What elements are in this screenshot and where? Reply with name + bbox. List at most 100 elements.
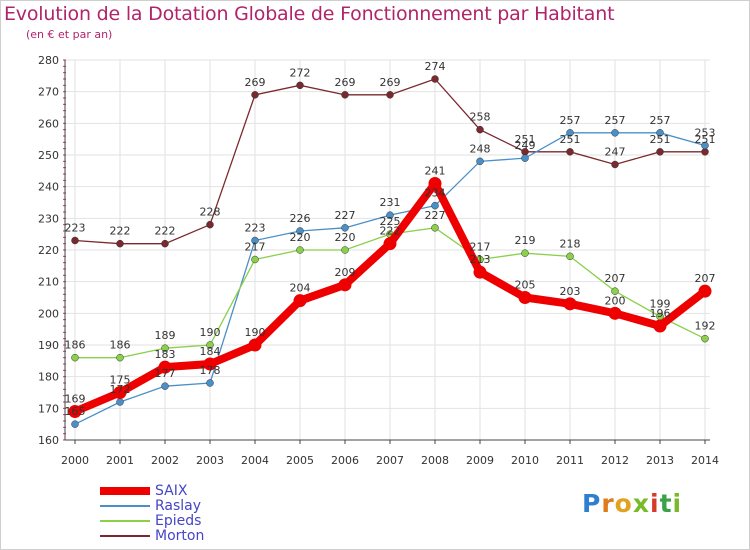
data-label-epieds: 218 [560, 237, 581, 250]
data-point-raslay [116, 398, 124, 406]
data-point-saix [383, 237, 397, 251]
data-label-raslay: 223 [245, 222, 266, 235]
data-label-raslay: 231 [380, 196, 401, 209]
data-label-raslay: 257 [650, 114, 671, 127]
data-label-morton: 222 [110, 225, 131, 238]
data-point-epieds [566, 252, 574, 261]
data-point-epieds [71, 353, 79, 362]
data-point-morton [386, 91, 394, 99]
data-label-morton: 258 [470, 111, 491, 124]
data-point-saix [608, 306, 622, 320]
data-label-morton: 269 [245, 76, 266, 89]
data-point-morton [71, 236, 79, 245]
y-tick-label: 210 [38, 276, 59, 289]
data-label-saix: 213 [470, 253, 491, 266]
data-point-morton [161, 239, 169, 248]
legend-item-raslay: Raslay [100, 498, 300, 514]
data-label-morton: 251 [560, 133, 581, 146]
data-point-morton [296, 81, 304, 90]
data-label-saix: 209 [335, 266, 356, 279]
data-point-epieds [161, 344, 169, 352]
data-point-morton [566, 148, 574, 156]
data-point-epieds [206, 341, 214, 349]
axes: 160 170 180 190 200 210 220 230 240 250 260 270 280 2… [38, 54, 719, 467]
data-label-epieds: 227 [425, 209, 446, 222]
x-tick-label: 2010 [511, 454, 539, 467]
data-label-epieds: 220 [335, 231, 356, 244]
series-lines [68, 75, 712, 428]
legend-item-morton: Morton [100, 528, 300, 544]
data-point-morton [611, 160, 619, 169]
data-label-raslay: 165 [65, 405, 86, 418]
x-tick-label: 2009 [466, 454, 494, 467]
legend-swatch-saix [100, 487, 150, 495]
data-label-saix: 241 [425, 165, 446, 178]
data-point-epieds [251, 255, 259, 264]
data-label-raslay: 226 [290, 212, 311, 225]
legend-label-raslay: Raslay [155, 498, 202, 514]
data-label-epieds: 192 [695, 320, 716, 333]
data-point-raslay [656, 129, 664, 137]
data-label-epieds: 186 [65, 339, 86, 352]
data-point-saix [698, 284, 712, 298]
data-point-saix [248, 338, 262, 352]
data-label-morton: 272 [290, 66, 311, 79]
data-label-raslay: 257 [560, 114, 581, 127]
data-label-epieds: 207 [605, 272, 626, 285]
data-point-raslay [431, 201, 439, 210]
y-tick-label: 170 [38, 402, 59, 415]
data-label-epieds: 199 [650, 298, 671, 311]
y-tick-label: 280 [38, 54, 59, 67]
data-label-saix: 196 [650, 307, 671, 320]
data-point-epieds [116, 353, 124, 362]
y-tick-label: 220 [38, 244, 59, 257]
legend-swatch-epieds [100, 520, 150, 522]
data-label-saix: 203 [560, 285, 581, 298]
data-label-raslay: 227 [335, 209, 356, 222]
x-tick-label: 2000 [61, 454, 89, 467]
data-point-morton [701, 148, 709, 156]
data-label-saix: 184 [200, 345, 221, 358]
data-point-epieds [341, 246, 349, 254]
data-point-raslay [566, 129, 574, 137]
data-point-morton [431, 75, 439, 83]
data-label-morton: 222 [155, 225, 176, 238]
data-point-raslay [71, 420, 79, 428]
data-label-epieds: 189 [155, 329, 176, 342]
data-label-epieds: 217 [245, 241, 266, 254]
data-point-raslay [206, 379, 214, 387]
data-label-saix: 175 [110, 374, 131, 387]
data-label-raslay: 178 [200, 364, 221, 377]
data-point-raslay [521, 154, 529, 162]
data-label-epieds: 186 [110, 339, 131, 352]
data-point-saix [653, 319, 667, 333]
data-point-saix [113, 386, 127, 399]
y-tick-label: 190 [38, 339, 59, 352]
data-label-epieds: 220 [290, 231, 311, 244]
data-point-raslay [386, 211, 394, 219]
data-point-saix [158, 360, 172, 374]
legend-item-epieds: Epieds [100, 513, 300, 529]
data-label-morton: 228 [200, 206, 221, 219]
data-point-raslay [611, 129, 619, 137]
legend-swatch-raslay [100, 505, 150, 507]
y-tick-label: 200 [38, 307, 59, 320]
y-tick-label: 250 [38, 149, 59, 162]
y-tick-label: 230 [38, 212, 59, 225]
data-point-morton [341, 91, 349, 99]
legend-label-epieds: Epieds [155, 513, 202, 529]
data-label-morton: 223 [65, 222, 86, 235]
data-label-saix: 205 [515, 279, 536, 292]
data-point-raslay [161, 382, 169, 390]
x-tick-label: 2011 [556, 454, 584, 467]
data-label-saix: 200 [605, 294, 626, 307]
x-tick-label: 2007 [376, 454, 404, 467]
data-point-raslay [476, 157, 484, 166]
data-labels: 223 222 222 228 269 272 269 269 274 258 251 251 247 2… [65, 60, 716, 418]
data-label-saix: 207 [695, 272, 716, 285]
data-point-morton [251, 91, 259, 99]
legend-label-saix: SAIX [155, 483, 188, 499]
data-label-epieds: 217 [470, 241, 491, 254]
x-tick-label: 2014 [691, 454, 719, 467]
